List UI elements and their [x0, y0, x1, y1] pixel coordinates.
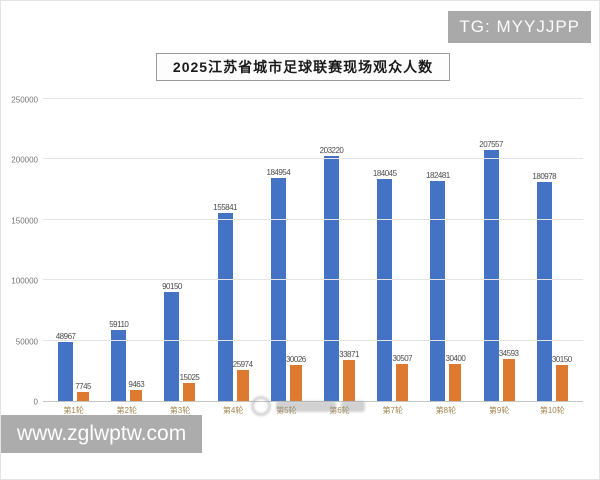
y-axis-tick-label: 150000	[11, 216, 38, 226]
bar-blue: 59110	[109, 320, 129, 401]
gridline	[43, 339, 583, 341]
weibo-watermark	[251, 396, 371, 416]
y-axis-tick-label: 50000	[15, 337, 38, 347]
bar-value-label: 207557	[479, 140, 503, 150]
x-axis-category-label: 第5轮	[276, 405, 296, 416]
bar-value-label: 182481	[426, 170, 450, 180]
bar-value-label: 30400	[445, 354, 466, 364]
y-axis-tick-label: 200000	[11, 155, 38, 165]
bar-group: 155841 25974 第4轮	[213, 203, 253, 415]
gridline	[43, 98, 583, 99]
x-axis-category-label: 第4轮	[222, 406, 244, 415]
gridline	[43, 158, 583, 160]
bar-orange: 30507	[392, 354, 413, 401]
bar-blue: 184045	[373, 169, 397, 401]
site-url-watermark: www.zglwptw.com	[1, 415, 203, 453]
bar-orange: 25974	[233, 360, 253, 401]
bar-value-label: 180978	[532, 172, 557, 182]
bar-orange: 33871	[339, 350, 359, 401]
y-axis-tick-label: 250000	[11, 95, 38, 105]
gridline	[43, 218, 583, 220]
x-axis-category-label: 第9轮	[488, 406, 510, 415]
bar-group: 182481 30400 第8轮	[426, 171, 466, 415]
bar-value-label: 7745	[75, 381, 91, 391]
bar-groups: 48967 7745 第1轮 59110 9463 第2轮 90150 15025 第3轮 155…	[43, 99, 583, 415]
y-axis-tick-label: 0	[33, 397, 38, 407]
bar-value-label: 48967	[55, 331, 76, 341]
bar-blue: 182481	[426, 171, 450, 401]
bar-value-label: 15025	[179, 372, 200, 382]
bar-value-label: 184954	[266, 167, 291, 177]
bar-group: 207557 34593 第9轮	[479, 140, 519, 415]
bar-value-label: 30507	[392, 354, 413, 364]
x-axis-category-label: 第7轮	[382, 406, 403, 415]
gridline	[43, 279, 583, 281]
bar-value-label: 9463	[128, 379, 145, 389]
telegram-watermark-badge: TG: MYYJJPP	[448, 11, 591, 43]
plot-area: 48967 7745 第1轮 59110 9463 第2轮 90150 15025 第3轮 155…	[11, 96, 583, 415]
bar-orange: 7745	[75, 382, 91, 401]
bar-blue: 48967	[56, 332, 76, 401]
watermark-logo-icon	[251, 396, 271, 416]
x-axis-category-label: 第3轮	[169, 406, 191, 415]
bar-blue: 184954	[266, 168, 291, 401]
bar-blue: 155841	[213, 203, 238, 401]
bar-value-label: 30026	[285, 354, 306, 364]
y-axis-tick-label: 100000	[11, 276, 38, 286]
bar-value-label: 155841	[213, 202, 238, 212]
bar-value-label: 90150	[162, 282, 182, 292]
x-axis-category-label: 第10轮	[539, 406, 565, 415]
bar-orange: 30150	[552, 355, 572, 401]
bar-value-label: 30150	[551, 354, 572, 364]
bar-group: 59110 9463 第2轮	[109, 320, 145, 415]
x-axis-category-label: 第6轮	[329, 406, 350, 415]
bar-value-label: 184045	[372, 168, 397, 178]
watermark-blur-text	[276, 400, 336, 412]
bar-value-label: 203220	[319, 145, 344, 155]
bar-value-label: 59110	[109, 319, 129, 329]
watermark-blur-text	[341, 400, 365, 412]
bar-group: 180978 30150 第10轮	[532, 172, 572, 415]
bar-group: 184954 30026 第5轮	[266, 168, 306, 415]
bar-orange: 34593	[499, 349, 519, 401]
bar-group: 48967 7745 第1轮	[56, 332, 92, 415]
bar-group: 90150 15025 第3轮	[162, 282, 200, 415]
bar-orange: 9463	[128, 380, 145, 401]
bar-group: 184045 30507 第7轮	[373, 169, 413, 415]
bar-value-label: 25974	[232, 359, 253, 369]
bar-chart: 2025江苏省城市足球联赛现场观众人数 48967 7745 第1轮 59110 946…	[11, 53, 591, 425]
bar-value-label: 33871	[339, 350, 359, 360]
x-axis-category-label: 第1轮	[63, 406, 84, 415]
bar-blue: 90150	[162, 282, 182, 401]
bar-orange: 30026	[286, 355, 306, 401]
bar-orange: 30400	[446, 354, 466, 401]
bar-value-label: 34593	[498, 349, 519, 359]
chart-title: 2025江苏省城市足球联赛现场观众人数	[155, 53, 451, 81]
x-axis-category-label: 第8轮	[435, 406, 457, 415]
bar-orange: 15025	[180, 373, 200, 401]
x-axis-category-label: 第2轮	[116, 406, 138, 415]
bar-blue: 180978	[532, 172, 557, 401]
bar-blue: 207557	[479, 140, 503, 401]
